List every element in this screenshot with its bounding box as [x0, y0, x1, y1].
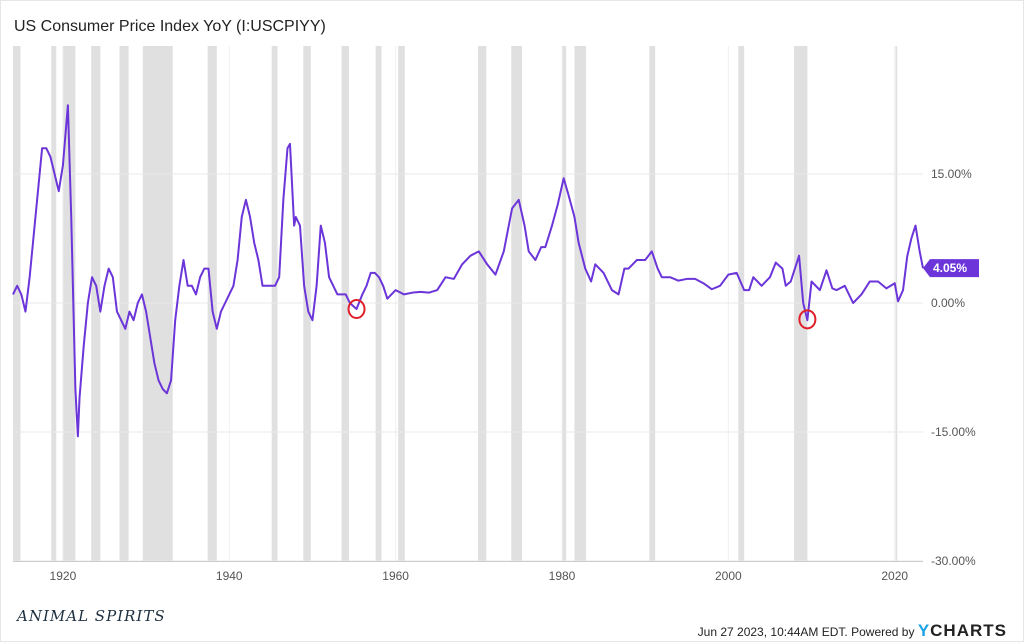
highlight-circle — [347, 299, 366, 320]
ycharts-logo[interactable]: YCHARTS — [917, 621, 1007, 640]
highlight-circle — [798, 309, 817, 330]
y-tick-label: -15.00% — [931, 425, 976, 439]
y-tick-label: -30.00% — [931, 554, 976, 568]
x-tick-label: 1940 — [216, 569, 243, 583]
timestamp: Jun 27 2023, 10:44AM EDT. Powered by — [697, 625, 915, 639]
footer: Jun 27 2023, 10:44AM EDT. Powered by YCH… — [698, 621, 1007, 641]
x-tick-label: 2000 — [715, 569, 742, 583]
chart-plot: 1920 1940 1960 1980 2000 2020 15.00% 0.00% -15.0… — [12, 46, 979, 583]
y-tick-label: 0.00% — [931, 296, 965, 310]
x-tick-label: 1980 — [549, 569, 576, 583]
cpi-line — [12, 104, 924, 438]
last-value-label: 4.05% — [933, 261, 967, 275]
animal-spirits-logo: ANIMAL SPIRITS — [17, 607, 166, 625]
chart-title: US Consumer Price Index YoY (I:USCPIYY) — [14, 18, 326, 35]
x-tick-label: 1960 — [382, 569, 409, 583]
x-tick-label: 2020 — [881, 569, 908, 583]
x-tick-label: 1920 — [50, 569, 77, 583]
last-value-badge — [923, 259, 979, 278]
y-tick-label: 15.00% — [931, 167, 972, 181]
